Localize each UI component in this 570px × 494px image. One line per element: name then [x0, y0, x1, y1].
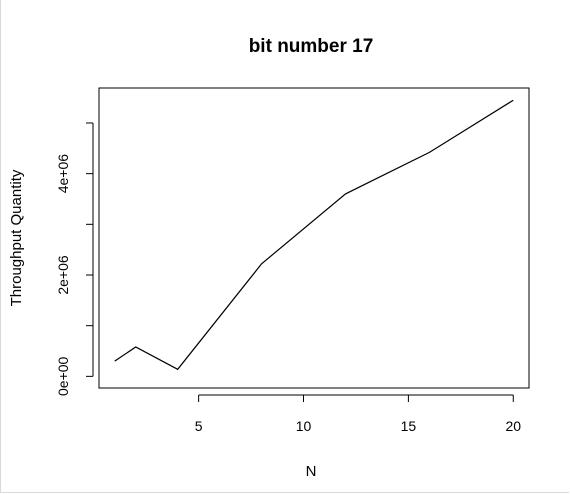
y-tick-label: 0e+00 [55, 356, 71, 396]
y-axis-title: Throughput Quantity [8, 169, 25, 306]
chart-title: bit number 17 [249, 36, 374, 57]
series-layer [114, 99, 514, 371]
x-tick-label: 10 [296, 418, 312, 434]
series-line [114, 99, 514, 371]
y-tick-label: 4e+06 [55, 154, 71, 194]
y-tick-label: 2e+06 [55, 255, 71, 295]
x-axis-title: N [306, 463, 317, 480]
x-axis: 5 10 15 20 [195, 394, 521, 434]
y-axis: 0e+00 2e+06 4e+06 [55, 122, 94, 396]
plot-box [98, 87, 530, 389]
x-tick-label: 15 [401, 418, 417, 434]
x-tick-label: 20 [505, 418, 521, 434]
x-tick-label: 5 [195, 418, 203, 434]
